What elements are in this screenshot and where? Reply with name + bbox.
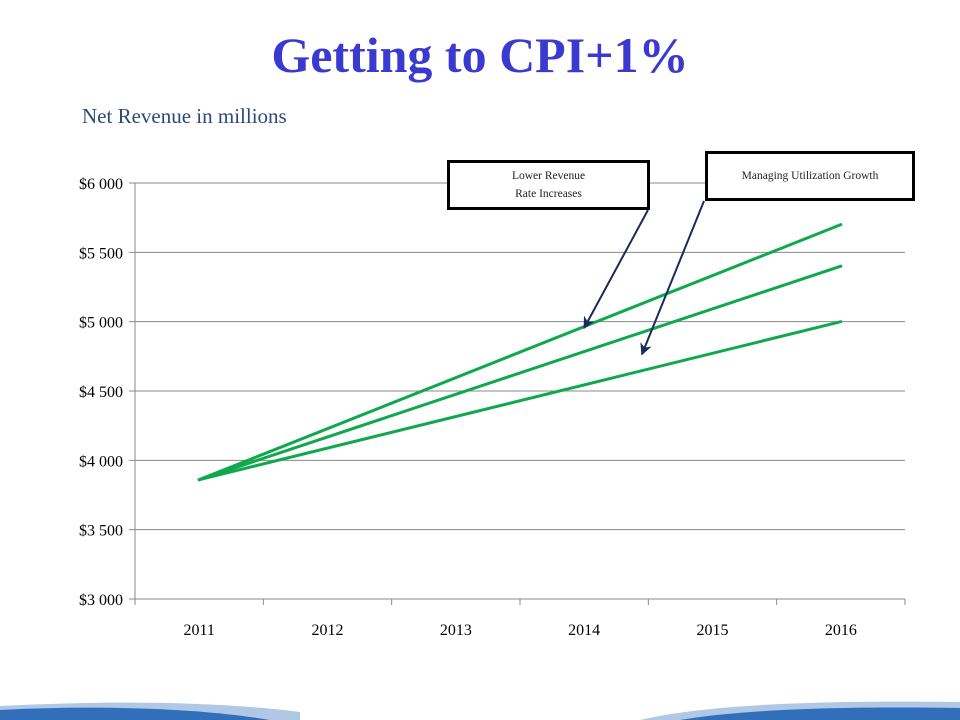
slide-subtitle: Net Revenue in millions: [82, 104, 287, 128]
series-line-1: [197, 223, 843, 482]
y-tick-label: $3 000: [79, 592, 123, 609]
y-tick-label: $4 500: [79, 384, 123, 401]
series-line-2: [197, 264, 843, 482]
x-tick-label: 2012: [312, 622, 344, 639]
footer-wave-right: [680, 707, 960, 720]
footer-wave-band: [0, 701, 960, 720]
y-tick-label: $4 000: [79, 453, 123, 470]
callout-lower-revenue: Lower Revenue Rate Increases: [447, 160, 650, 210]
slide-title: Getting to CPI+1%: [271, 27, 689, 83]
x-tick-label: 2011: [183, 622, 214, 639]
y-tick-label: $6 000: [79, 176, 123, 193]
callout-managing-utilization-line-1: Managing Utilization Growth: [741, 170, 879, 182]
footer-wave-left: [0, 707, 270, 720]
callout-lower-revenue-line-2: Rate Increases: [515, 188, 582, 200]
callout-arrow-1: [583, 209, 649, 330]
y-tick-label: $5 000: [79, 315, 123, 332]
series-line-3: [197, 320, 843, 482]
x-tick-label: 2014: [568, 622, 600, 639]
x-tick-label: 2013: [440, 622, 472, 639]
callout-arrow-2: [640, 200, 705, 356]
x-tick-label: 2016: [825, 622, 857, 639]
callout-lower-revenue-line-1: Lower Revenue: [511, 170, 586, 182]
callout-managing-utilization: Managing Utilization Growth: [705, 151, 915, 201]
x-tick-label: 2015: [697, 622, 729, 639]
y-tick-label: $5 500: [79, 245, 123, 262]
y-tick-label: $3 500: [79, 523, 123, 540]
